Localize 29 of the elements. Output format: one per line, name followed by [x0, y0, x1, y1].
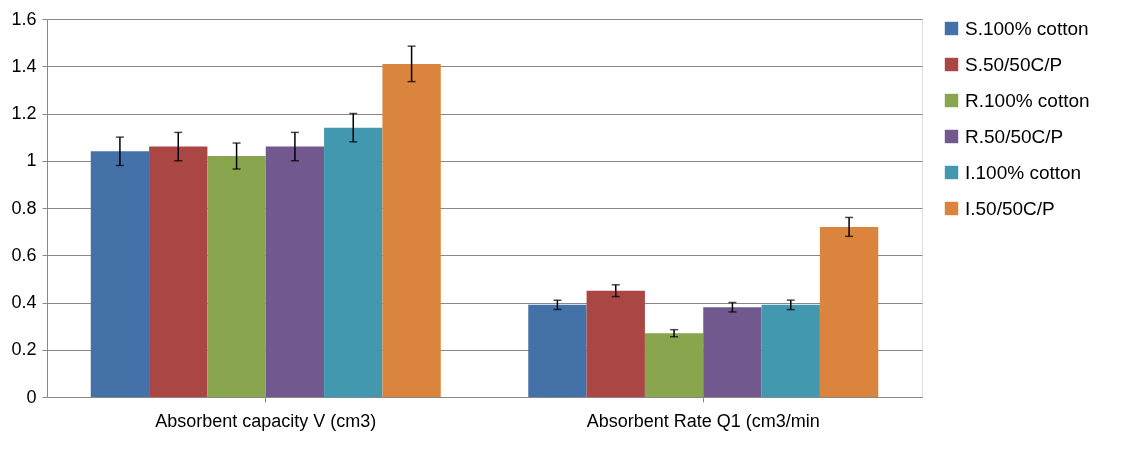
bar: [528, 304, 587, 397]
legend-label: S.100% cotton: [965, 17, 1089, 39]
bar: [586, 290, 645, 397]
bar: [382, 63, 441, 397]
x-tick-label: Absorbent capacity V (cm3): [155, 410, 377, 431]
bar: [644, 333, 704, 397]
bar: [703, 307, 762, 397]
bar: [265, 146, 325, 397]
bar: [324, 127, 383, 397]
legend-label: R.100% cotton: [965, 89, 1090, 111]
y-tick-label: 0: [26, 386, 37, 407]
y-tick-label: 0.6: [11, 244, 37, 265]
bar: [819, 226, 879, 397]
bar: [207, 156, 266, 397]
y-tick-label: 1: [26, 150, 37, 171]
y-tick-label: 0.4: [11, 292, 37, 312]
legend-label: I.50/50C/P: [965, 197, 1055, 219]
y-tick-label: 0.8: [11, 197, 37, 218]
legend-label: R.50/50C/P: [965, 125, 1064, 147]
y-tick-label: 1.4: [11, 55, 37, 76]
bar: [90, 151, 150, 397]
legend-label: S.50/50C/P: [965, 53, 1063, 75]
y-tick-label: 1.2: [11, 103, 37, 123]
y-tick-label: 0.2: [11, 339, 37, 360]
bar: [149, 146, 208, 397]
y-tick-label: 1.6: [11, 8, 37, 29]
bar: [761, 304, 820, 397]
legend-label: I.100% cotton: [965, 161, 1082, 183]
x-tick-label: Absorbent Rate Q1 (cm3/min: [586, 410, 820, 431]
